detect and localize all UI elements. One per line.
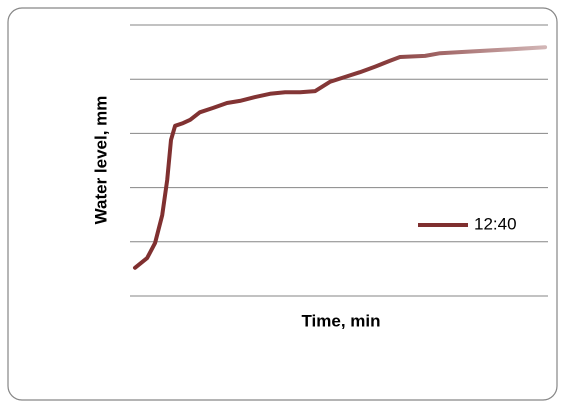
- x-axis-title: Time, min: [301, 311, 380, 330]
- y-axis-title: Water level, mm: [91, 96, 110, 225]
- data-line: [133, 45, 548, 270]
- chart-frame: [7, 7, 558, 401]
- legend-label: 12:40: [474, 214, 517, 233]
